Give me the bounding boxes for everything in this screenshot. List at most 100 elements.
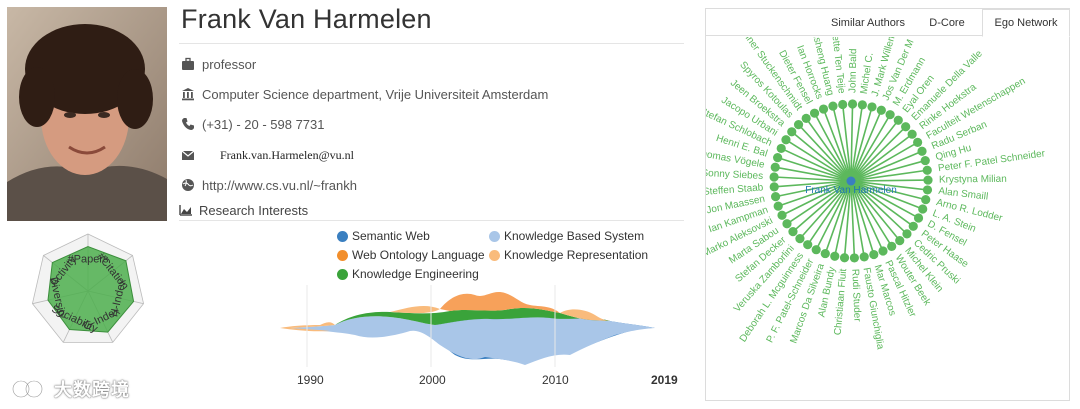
network-panel: Similar Authors D-Core Ego Network John … xyxy=(705,8,1070,401)
legend-swatch xyxy=(337,249,348,261)
ego-node[interactable] xyxy=(839,253,850,263)
ego-node[interactable] xyxy=(859,252,869,262)
ego-link xyxy=(843,180,852,258)
ego-node[interactable] xyxy=(811,245,821,255)
ego-node-label[interactable]: Sonny Siebes xyxy=(706,168,763,182)
research-interests-header: Research Interests xyxy=(179,200,308,220)
ego-node[interactable] xyxy=(913,213,924,223)
ego-link xyxy=(807,180,852,246)
ego-link xyxy=(850,180,901,242)
ego-link xyxy=(791,131,852,182)
ego-node[interactable] xyxy=(830,251,840,261)
ego-link xyxy=(850,180,856,258)
ego-link xyxy=(799,180,852,240)
ego-node[interactable] xyxy=(887,241,897,251)
ego-node[interactable] xyxy=(795,234,805,244)
ego-node[interactable] xyxy=(908,221,918,231)
x-tick-label: 2000 xyxy=(419,373,446,387)
ego-node[interactable] xyxy=(907,129,917,139)
ego-node[interactable] xyxy=(773,153,783,163)
panel-tabs: Similar Authors D-Core Ego Network xyxy=(706,9,1070,37)
ego-node[interactable] xyxy=(773,201,783,211)
legend-item-semantic-web[interactable]: Semantic Web xyxy=(337,228,430,244)
ego-node[interactable] xyxy=(809,108,820,118)
legend-item-knowledge-engineering[interactable]: Knowledge Engineering xyxy=(337,266,479,282)
ego-node[interactable] xyxy=(867,102,877,112)
tab-ego-network[interactable]: Ego Network xyxy=(982,9,1070,37)
ego-node[interactable] xyxy=(818,104,829,114)
ego-node[interactable] xyxy=(788,227,798,237)
ego-node[interactable] xyxy=(769,182,779,192)
radar-axis-label: #Papers xyxy=(68,254,109,266)
ego-node[interactable] xyxy=(923,175,933,185)
stream-layer-knowledge-engineering xyxy=(335,307,610,325)
homepage-link[interactable]: http://www.cs.vu.nl/~frankh xyxy=(202,177,357,193)
ego-node[interactable] xyxy=(787,127,797,137)
legend-item-web-ontology-language[interactable]: Web Ontology Language xyxy=(337,247,485,263)
ego-link xyxy=(797,124,852,182)
ego-node[interactable] xyxy=(885,110,895,120)
ego-link xyxy=(850,106,873,182)
ego-node[interactable] xyxy=(921,195,931,205)
ego-node[interactable] xyxy=(793,120,804,130)
email-text[interactable]: Frank.van.Harmelen@vu.nl xyxy=(220,147,355,162)
ego-node[interactable] xyxy=(847,99,858,109)
legend-item-knowledge-representation[interactable]: Knowledge Representation xyxy=(489,247,648,263)
ego-link xyxy=(813,112,852,182)
ego-node[interactable] xyxy=(922,165,932,175)
legend-swatch xyxy=(489,230,500,242)
ego-link xyxy=(781,180,852,216)
ego-node[interactable] xyxy=(838,99,848,110)
ego-node[interactable] xyxy=(782,219,792,229)
ego-node[interactable] xyxy=(913,137,923,148)
ego-node[interactable] xyxy=(869,249,879,260)
ego-node[interactable] xyxy=(878,246,888,256)
x-tick-label: 1990 xyxy=(297,373,324,387)
ego-node[interactable] xyxy=(918,204,928,214)
affiliation-text: Computer Science department, Vrije Unive… xyxy=(202,86,549,102)
ego-node[interactable] xyxy=(902,229,912,239)
ego-node-label[interactable]: John Bald xyxy=(847,48,859,93)
ego-link xyxy=(850,180,875,255)
ego-link xyxy=(850,180,919,219)
ego-link xyxy=(850,141,919,182)
ego-link xyxy=(850,180,926,201)
ego-link xyxy=(850,126,907,182)
ego-node[interactable] xyxy=(917,146,927,156)
legend-swatch xyxy=(337,230,348,242)
ego-node[interactable] xyxy=(828,101,838,111)
ego-node-label[interactable]: Krystyna Milian xyxy=(939,174,1007,186)
ego-node[interactable] xyxy=(771,192,781,202)
ego-node[interactable] xyxy=(895,236,905,246)
ego-link xyxy=(850,180,928,191)
ego-node[interactable] xyxy=(801,113,811,123)
tab-d-core[interactable]: D-Core xyxy=(929,16,965,29)
ego-node[interactable] xyxy=(820,248,830,259)
ego-node[interactable] xyxy=(849,253,859,263)
ego-node[interactable] xyxy=(776,143,786,154)
tab-similar-authors[interactable]: Similar Authors xyxy=(831,16,905,29)
ego-node[interactable] xyxy=(893,115,903,125)
ego-node[interactable] xyxy=(922,185,933,195)
homepage-row: http://www.cs.vu.nl/~frankh xyxy=(181,175,357,195)
area-chart-icon xyxy=(179,205,192,216)
ego-node[interactable] xyxy=(770,162,780,172)
ego-node-label[interactable]: Rudi Studer xyxy=(849,269,862,323)
ego-node[interactable] xyxy=(920,155,930,166)
ego-node-label[interactable]: Steffen Staab xyxy=(706,182,764,198)
ego-node[interactable] xyxy=(777,210,787,220)
ego-node[interactable] xyxy=(769,172,779,182)
briefcase-icon xyxy=(182,57,194,70)
ego-node[interactable] xyxy=(781,135,791,145)
ego-node[interactable] xyxy=(901,122,911,132)
phone-text: (+31) - 20 - 598 7731 xyxy=(202,116,325,132)
ego-center-node[interactable] xyxy=(846,176,856,186)
ego-node[interactable] xyxy=(876,105,886,115)
ego-node[interactable] xyxy=(803,240,813,250)
legend-item-knowledge-based-system[interactable]: Knowledge Based System xyxy=(489,228,644,244)
ego-link xyxy=(833,180,852,257)
ego-node[interactable] xyxy=(857,100,867,110)
legend-label: Knowledge Based System xyxy=(504,229,645,243)
stream-layer-web-ontology-language xyxy=(440,292,560,313)
